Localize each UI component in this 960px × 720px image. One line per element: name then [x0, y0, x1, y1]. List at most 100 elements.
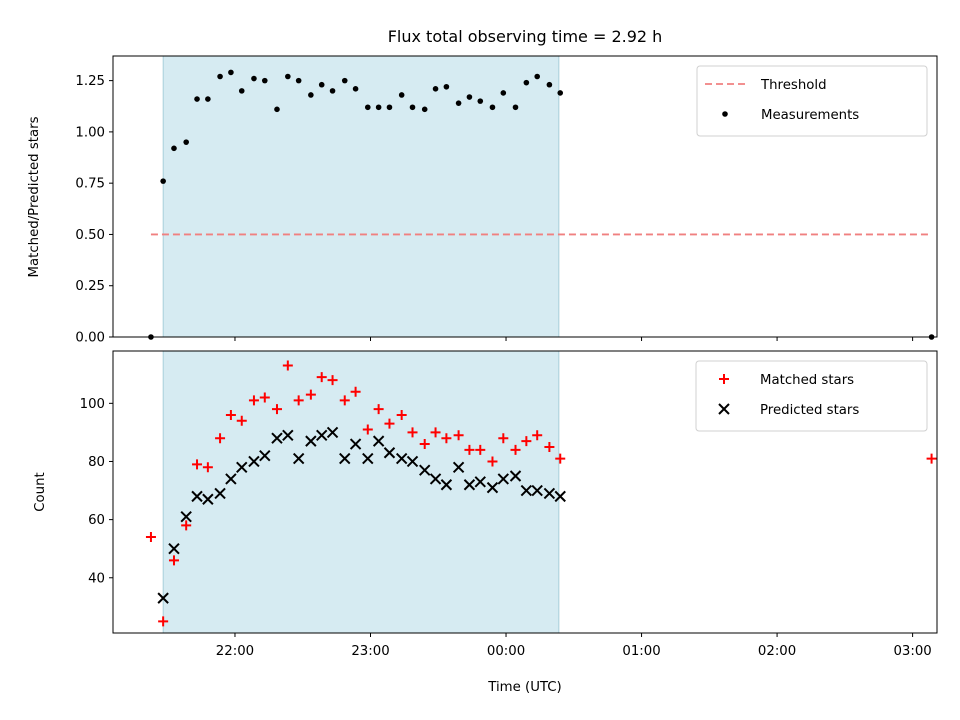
matched-star-point: [555, 453, 566, 464]
matched-star-point: [145, 532, 156, 543]
matched-star-point: [259, 392, 270, 403]
measurement-point: [238, 88, 245, 94]
measurement-point: [534, 73, 540, 80]
measurement-point: [466, 94, 473, 100]
measurement-point: [251, 75, 257, 82]
plot-frame: [112, 350, 938, 634]
matched-star-point: [350, 386, 361, 397]
plot-frame: [112, 55, 938, 338]
predicted-star-point: [554, 490, 566, 503]
matched-star-point: [293, 395, 304, 406]
matched-star-point: [282, 360, 293, 371]
matched-star-point: [464, 444, 475, 455]
measurement-point: [477, 98, 484, 104]
matched-star-point: [225, 409, 236, 420]
predicted-star-point: [236, 461, 248, 473]
measurement-point: [546, 81, 553, 88]
measurement-point: [386, 104, 393, 111]
y-tick-label: 0.25: [75, 279, 105, 294]
measurement-point: [352, 86, 359, 92]
measurement-point: [285, 73, 291, 80]
predicted-star-point: [372, 435, 385, 447]
x-tick-label: 23:00: [351, 644, 389, 659]
measurement-point: [194, 96, 200, 102]
matched-star-point: [248, 395, 259, 406]
x-tick-label: 00:00: [487, 644, 525, 659]
y-tick-label: 1.00: [75, 125, 105, 140]
count-panel: 40 60 80 100 22:00 23:00 00:00 01:00 02:00 03:00 M…: [80, 350, 938, 659]
x-tick-label: 22:00: [216, 644, 254, 659]
measurement-point: [398, 92, 405, 98]
matched-star-point: [339, 395, 350, 406]
predicted-star-point: [349, 438, 362, 450]
matched-star-point: [430, 427, 441, 438]
matched-star-point: [487, 456, 498, 467]
legend-label: Threshold: [760, 78, 827, 93]
predicted-star-point: [326, 426, 339, 439]
matched-star-point: [327, 375, 338, 386]
predicted-star-point: [214, 487, 226, 500]
legend-label: Predicted stars: [760, 403, 859, 418]
y-tick-label: 100: [80, 397, 105, 412]
measurement-point: [171, 145, 177, 152]
measurement-point: [341, 77, 348, 84]
matched-star-point: [202, 462, 213, 473]
y-tick-label: 60: [88, 513, 105, 528]
predicted-star-point: [339, 452, 351, 465]
y-tick-label: 80: [88, 455, 105, 470]
measurement-point: [160, 178, 166, 184]
matched-star-point: [362, 424, 373, 435]
y-tick-label: 0.50: [75, 228, 105, 243]
y-tick-label: 1.25: [75, 74, 105, 89]
y-tick-label: 0.00: [75, 331, 105, 346]
predicted-star-point: [362, 452, 374, 465]
measurement-point: [274, 106, 280, 113]
predicted-star-point: [474, 476, 486, 488]
y-tick-label: 40: [88, 571, 105, 586]
predicted-star-point: [259, 449, 271, 462]
predicted-star-point: [271, 432, 283, 444]
predicted-star-point: [191, 490, 203, 503]
predicted-star-point: [305, 435, 317, 447]
predicted-star-point: [509, 470, 522, 482]
predicted-star-point: [543, 487, 556, 500]
matched-star-point: [510, 444, 521, 455]
matched-star-point: [498, 433, 509, 444]
matched-star-point: [158, 616, 169, 627]
matched-star-point: [532, 430, 543, 441]
matched-star-point: [168, 555, 179, 566]
matched-star-point: [544, 441, 555, 452]
count-y-axis-label: Count: [33, 472, 48, 512]
matched-star-point: [215, 433, 226, 444]
legend-matched-swatch: [719, 374, 729, 384]
legend-label: Measurements: [761, 108, 859, 123]
predicted-star-point: [316, 429, 328, 442]
matched-star-point: [373, 404, 384, 415]
predicted-star-point: [292, 452, 305, 465]
predicted-star-point: [520, 484, 533, 497]
measurement-point: [443, 83, 450, 90]
measurement-point: [512, 104, 519, 111]
predicted-star-point: [486, 481, 499, 494]
x-tick-label: 02:00: [758, 644, 796, 659]
legend-predicted-swatch: [718, 403, 730, 415]
measurement-point: [523, 79, 530, 86]
predicted-star-point: [531, 484, 543, 497]
observing-span: [162, 55, 560, 338]
measurement-point: [557, 90, 564, 96]
predicted-star-point: [440, 479, 453, 491]
matched-star-point: [236, 415, 247, 426]
matched-star-point: [419, 439, 430, 450]
legend-box: [695, 360, 928, 432]
x-tick-label: 01:00: [622, 644, 660, 659]
matched-star-point: [453, 430, 464, 441]
predicted-star-point: [429, 473, 442, 485]
measurement-point: [500, 90, 507, 96]
measurement-point: [217, 73, 223, 80]
measurement-point: [455, 100, 462, 106]
matched-star-point: [384, 418, 395, 429]
measurement-point: [432, 86, 439, 92]
y-tick-label: 0.75: [75, 177, 105, 192]
ratio-y-axis-label: Matched/Predicted stars: [27, 116, 42, 277]
